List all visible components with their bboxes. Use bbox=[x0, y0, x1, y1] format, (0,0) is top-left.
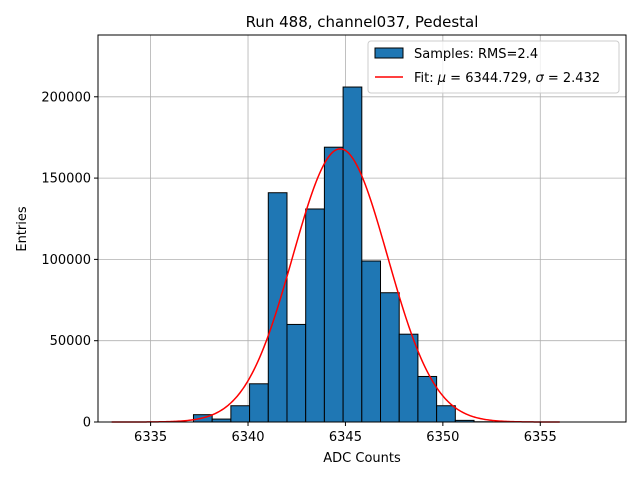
histogram-bar bbox=[398, 333, 419, 423]
plot-frame bbox=[97, 34, 627, 423]
x-tick-label: 6335 bbox=[134, 430, 167, 445]
x-tick-label: 6350 bbox=[426, 430, 459, 445]
histogram-bar bbox=[361, 260, 382, 423]
histogram-bar bbox=[436, 405, 456, 423]
legend-fit-mu-value: = 6344.729, bbox=[446, 71, 535, 86]
histogram-bar bbox=[342, 86, 363, 423]
x-tick-label: 6355 bbox=[524, 430, 557, 445]
y-axis-ticks: 0 50000 100000 150000 200000 bbox=[41, 90, 98, 431]
legend-histogram-swatch bbox=[374, 47, 404, 59]
legend-fit-label: Fit: μ = 6344.729, σ = 2.432 bbox=[414, 71, 600, 86]
legend-fit-sigma-symbol: σ bbox=[536, 71, 545, 86]
histogram-bars bbox=[192, 86, 494, 423]
x-tick-label: 6340 bbox=[231, 430, 264, 445]
y-tick-label: 150000 bbox=[41, 172, 91, 187]
legend-fit-prefix: Fit: bbox=[414, 71, 438, 86]
chart-title: Run 488, channel037, Pedestal bbox=[246, 13, 479, 31]
histogram-bar bbox=[305, 208, 325, 423]
y-tick-label: 0 bbox=[83, 416, 91, 431]
x-axis-label: ADC Counts bbox=[323, 451, 401, 466]
histogram-bar bbox=[380, 292, 400, 423]
legend-box bbox=[367, 40, 620, 94]
legend-fit-mu-symbol: μ bbox=[437, 71, 446, 86]
fit-curve bbox=[111, 148, 560, 423]
x-tick-label: 6345 bbox=[329, 430, 362, 445]
legend-histogram-label: Samples: RMS=2.4 bbox=[414, 47, 538, 62]
histogram-bar bbox=[286, 323, 307, 423]
y-tick-label: 50000 bbox=[50, 334, 91, 349]
y-tick-label: 100000 bbox=[41, 253, 91, 268]
legend-fit-sigma-value: = 2.432 bbox=[544, 71, 600, 86]
histogram-bar bbox=[323, 146, 344, 423]
x-axis-ticks: 6335 6340 6345 6350 6355 bbox=[134, 422, 557, 445]
histogram-bar bbox=[249, 383, 269, 423]
y-tick-label: 200000 bbox=[41, 90, 91, 105]
y-axis-label: Entries bbox=[15, 206, 30, 252]
histogram-bar bbox=[230, 405, 251, 423]
legend: Samples: RMS=2.4 Fit: μ = 6344.729, σ = … bbox=[367, 40, 620, 94]
